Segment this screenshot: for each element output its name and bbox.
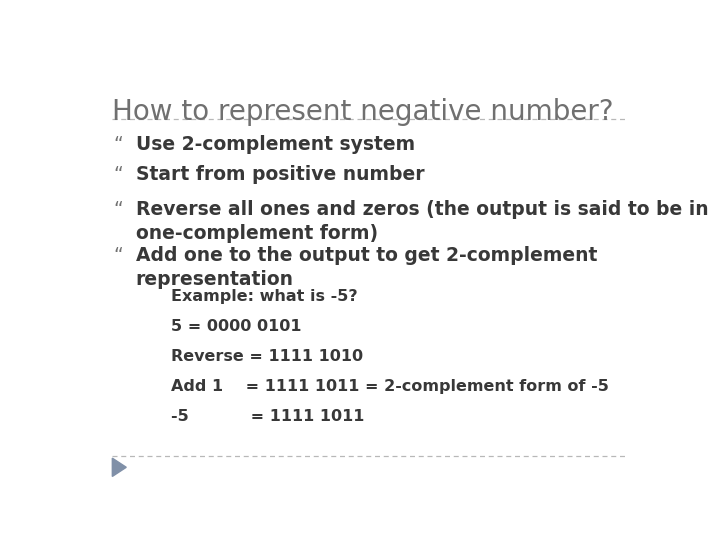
Text: 5 = 0000 0101: 5 = 0000 0101 [171,319,302,334]
Text: Add 1    = 1111 1011 = 2-complement form of -5: Add 1 = 1111 1011 = 2-complement form of… [171,379,609,394]
Text: “: “ [114,165,123,184]
Text: Reverse all ones and zeros (the output is said to be in
one-complement form): Reverse all ones and zeros (the output i… [136,200,708,243]
Text: “: “ [114,136,123,154]
Text: -5           = 1111 1011: -5 = 1111 1011 [171,409,364,424]
Text: Add one to the output to get 2-complement
representation: Add one to the output to get 2-complemen… [136,246,597,289]
Text: “: “ [114,246,123,265]
Text: Use 2-complement system: Use 2-complement system [136,136,415,154]
Text: How to represent negative number?: How to represent negative number? [112,98,614,126]
Text: Example: what is -5?: Example: what is -5? [171,289,358,305]
Text: Start from positive number: Start from positive number [136,165,424,184]
Text: Reverse = 1111 1010: Reverse = 1111 1010 [171,349,363,364]
Text: “: “ [114,200,123,219]
Polygon shape [112,458,126,476]
